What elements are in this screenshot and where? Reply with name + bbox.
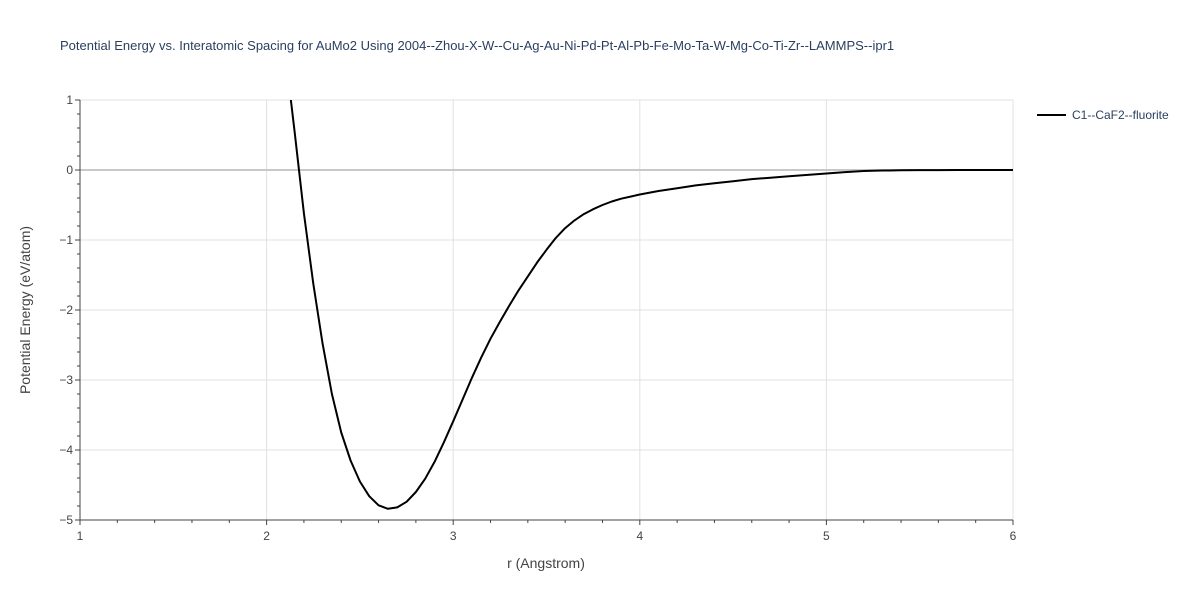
legend-label: C1--CaF2--fluorite	[1072, 108, 1169, 122]
tick-labels: 1 2 3 4 5 6 1 0 −1 −2 −3 −4 −5	[59, 93, 1016, 543]
series-layer	[289, 100, 1013, 510]
x-tick-label: 3	[450, 529, 457, 543]
x-tick-label: 1	[77, 529, 84, 543]
y-tick-label: −5	[59, 513, 73, 527]
y-tick-label: −4	[59, 443, 73, 457]
y-tick-label: −3	[59, 373, 73, 387]
x-tick-label: 6	[1010, 529, 1017, 543]
y-tick-label: 0	[66, 163, 73, 177]
y-tick-label: −1	[59, 233, 73, 247]
grid	[80, 99, 1014, 520]
x-tick-label: 5	[823, 529, 830, 543]
series-line-0	[289, 100, 1013, 510]
y-tick-label: −2	[59, 303, 73, 317]
y-tick-label: 1	[66, 93, 73, 107]
legend[interactable]: C1--CaF2--fluorite	[1037, 108, 1169, 122]
x-tick-label: 4	[636, 529, 643, 543]
x-tick-label: 2	[263, 529, 270, 543]
x-axis-title: r (Angstrom)	[507, 555, 585, 571]
axes	[75, 99, 1014, 525]
chart-title: Potential Energy vs. Interatomic Spacing…	[60, 38, 894, 53]
y-axis-title: Potential Energy (eV/atom)	[17, 226, 33, 394]
